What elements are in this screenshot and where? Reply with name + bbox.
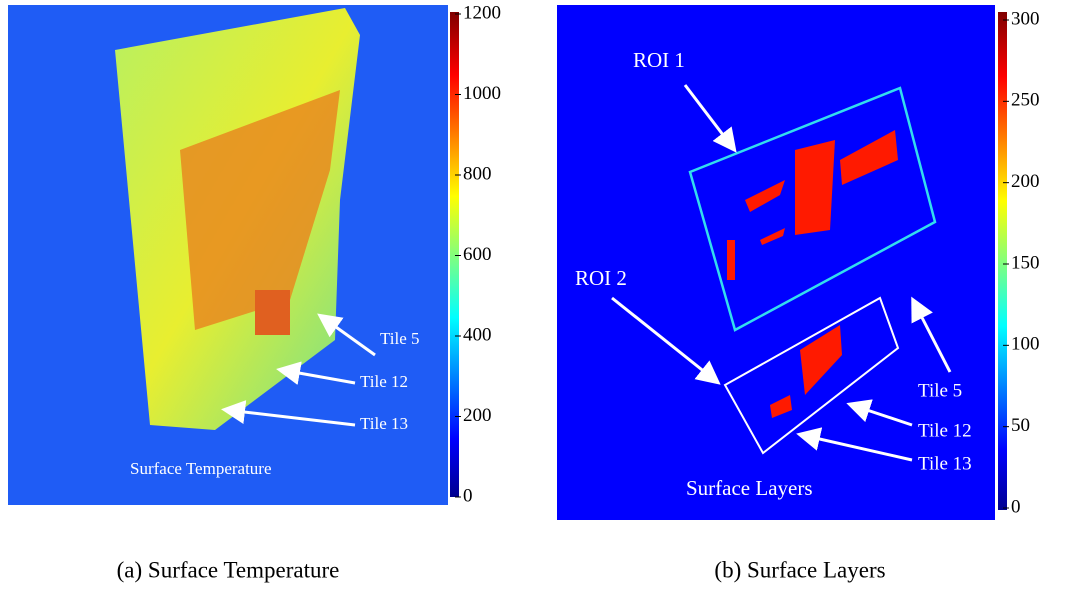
tick-label: 400 (463, 324, 492, 345)
arrow (221, 400, 356, 427)
annotation: ROI 2 (575, 266, 627, 290)
hot-region (180, 90, 340, 330)
annotation: Tile 12 (918, 420, 972, 441)
tick-label: 600 (463, 244, 492, 265)
roi-1 (688, 86, 937, 332)
tick-label: 50 (1011, 415, 1030, 436)
arrow (796, 427, 913, 462)
annotation: Tile 13 (918, 453, 972, 474)
hot-spot (255, 290, 290, 335)
image-label: Surface Layers (686, 476, 813, 500)
annotation: Tile 12 (360, 372, 408, 391)
arrow (317, 313, 376, 357)
tick-label: 250 (1011, 90, 1040, 111)
colorbar (998, 12, 1007, 510)
arrow (683, 84, 737, 153)
arrow (611, 296, 721, 385)
annotation: Tile 5 (380, 329, 420, 348)
tick-label: 0 (463, 485, 473, 506)
arrow (911, 296, 952, 373)
tick-label: 100 (1011, 334, 1040, 355)
colorbar-ticks: 0 200 400 600 800 1000 1200 (455, 2, 501, 506)
colorbar (450, 12, 459, 497)
arrow (276, 361, 356, 385)
tick-label: 150 (1011, 252, 1040, 273)
panel-b: ROI 1 ROI 2 Tile 5 Tile 12 Tile 13 Surfa… (557, 5, 1040, 582)
tick-label: 0 (1011, 496, 1021, 517)
colorbar-ticks: 0 50 100 150 200 250 300 (1003, 8, 1040, 517)
annotation: Tile 13 (360, 414, 408, 433)
tick-label: 300 (1011, 8, 1040, 29)
tick-label: 1200 (463, 2, 501, 23)
tick-label: 200 (1011, 171, 1040, 192)
roi-2 (723, 296, 900, 455)
arrow (846, 399, 913, 427)
annotation: Tile 5 (918, 380, 962, 401)
caption: (a) Surface Temperature (117, 557, 340, 582)
annotation: ROI 1 (633, 48, 685, 72)
image-label: Surface Temperature (130, 459, 272, 478)
layer-blobs (727, 130, 898, 418)
caption: (b) Surface Layers (714, 557, 885, 582)
tick-label: 1000 (463, 83, 501, 104)
layer-image (557, 5, 995, 520)
panel-a: Tile 5 Tile 12 Tile 13 Surface Temperatu… (8, 2, 501, 582)
tick-label: 800 (463, 163, 492, 184)
tick-label: 200 (463, 405, 492, 426)
